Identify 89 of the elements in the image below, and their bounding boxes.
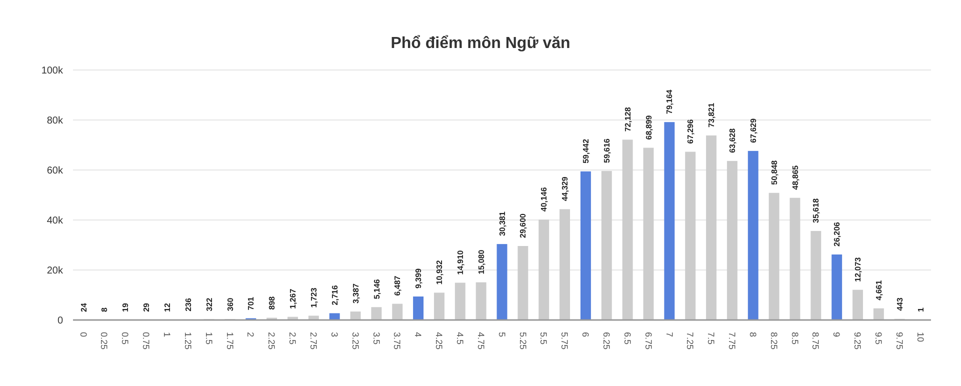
x-tick-label: 6.25 xyxy=(601,332,612,350)
data-label: 63,628 xyxy=(728,128,737,153)
x-tick-label: 7.5 xyxy=(706,332,716,345)
data-label: 898 xyxy=(268,296,277,310)
data-label: 40,146 xyxy=(540,186,549,212)
x-tick-label: 8.5 xyxy=(790,332,800,345)
data-label: 14,910 xyxy=(456,250,465,275)
x-tick-label: 8.75 xyxy=(810,332,821,350)
data-label: 26,206 xyxy=(832,221,842,246)
data-label: 1,723 xyxy=(309,287,318,308)
data-label: 44,329 xyxy=(560,176,570,202)
data-label: 2,716 xyxy=(330,284,340,306)
data-label: 6,487 xyxy=(393,275,402,296)
data-label: 67,296 xyxy=(686,118,696,144)
x-tick-label: 3 xyxy=(329,332,340,338)
x-tick-label: 7 xyxy=(664,332,674,338)
x-tick-label: 1 xyxy=(162,332,172,338)
data-label: 48,865 xyxy=(790,164,800,190)
data-label: 1,267 xyxy=(288,288,298,309)
data-label: 10,932 xyxy=(435,260,444,285)
x-tick-label: 7.75 xyxy=(727,332,738,350)
x-tick-label: 1.25 xyxy=(182,332,193,350)
x-tick-label: 4 xyxy=(413,332,424,338)
y-tick-label: 80k xyxy=(46,116,64,126)
x-tick-label: 2.75 xyxy=(308,332,319,350)
x-tick-label: 9.75 xyxy=(894,332,904,350)
data-label: 79,164 xyxy=(665,89,674,114)
x-tick-label: 3.5 xyxy=(371,332,382,345)
x-tick-label: 5.5 xyxy=(538,332,549,345)
y-tick-label: 40k xyxy=(46,216,64,226)
data-label: 73,821 xyxy=(707,102,716,128)
data-label: 35,618 xyxy=(812,198,821,223)
data-label: 9,399 xyxy=(414,268,424,289)
x-tick-label: 1.5 xyxy=(204,332,214,345)
x-tick-label: 6 xyxy=(580,332,591,338)
x-tick-label: 3.25 xyxy=(350,332,360,350)
data-label: 59,616 xyxy=(602,138,612,163)
data-label: 3,387 xyxy=(351,282,360,304)
y-tick-label: 100k xyxy=(41,66,64,76)
x-tick-label: 2.25 xyxy=(266,332,277,350)
x-tick-label: 2.5 xyxy=(288,332,298,345)
x-tick-label: 10 xyxy=(915,332,926,342)
x-tick-label: 8 xyxy=(748,332,758,338)
y-tick-label: 20k xyxy=(46,266,64,276)
data-label: 8 xyxy=(100,306,110,312)
data-label: 701 xyxy=(246,296,256,310)
x-tick-label: 9 xyxy=(832,332,842,338)
data-label: 443 xyxy=(895,296,904,311)
x-tick-label: 9.25 xyxy=(852,332,863,350)
data-label: 19 xyxy=(121,302,130,312)
data-label: 236 xyxy=(184,298,193,312)
x-tick-label: 6.75 xyxy=(643,332,654,350)
x-tick-label: 1.75 xyxy=(224,332,235,350)
data-label: 24 xyxy=(79,302,88,312)
x-tick-label: 0.25 xyxy=(99,332,110,350)
x-tick-label: 4.25 xyxy=(434,332,444,350)
data-label: 1 xyxy=(916,306,926,312)
data-label: 4,661 xyxy=(874,280,884,300)
data-label: 29,600 xyxy=(518,212,528,238)
x-tick-label: 9.5 xyxy=(874,332,884,345)
data-label: 72,128 xyxy=(623,106,632,132)
data-label: 322 xyxy=(204,297,214,312)
data-label: 68,899 xyxy=(644,114,654,140)
x-tick-label: 0 xyxy=(78,332,88,338)
data-label: 12 xyxy=(162,302,172,312)
x-tick-label: 0.5 xyxy=(120,332,130,345)
data-label: 59,442 xyxy=(582,138,591,164)
x-tick-label: 2 xyxy=(246,332,256,338)
x-tick-label: 6.5 xyxy=(622,332,632,345)
x-tick-label: 3.75 xyxy=(392,332,402,350)
x-tick-label: 5.25 xyxy=(518,332,528,350)
x-tick-label: 7.25 xyxy=(685,332,696,350)
data-label: 50,848 xyxy=(770,160,779,185)
y-tick-label: 60k xyxy=(46,166,64,176)
x-tick-label: 8.25 xyxy=(768,332,779,350)
x-tick-label: 0.75 xyxy=(141,332,152,350)
data-label: 5,146 xyxy=(372,278,382,300)
data-label: 30,381 xyxy=(498,211,507,236)
x-tick-label: 5 xyxy=(496,332,507,338)
data-label: 15,080 xyxy=(476,249,486,274)
data-label: 29 xyxy=(142,302,152,312)
chart-title: Phổ điểm môn Ngữ văn xyxy=(390,35,570,52)
data-label: 12,073 xyxy=(854,256,863,282)
data-label: 67,629 xyxy=(748,118,758,143)
x-tick-label: 4.75 xyxy=(476,332,486,350)
x-tick-label: 4.5 xyxy=(454,332,465,345)
y-tick-label: 0 xyxy=(57,316,64,326)
x-tick-label: 5.75 xyxy=(560,332,570,350)
data-label: 360 xyxy=(226,297,235,312)
